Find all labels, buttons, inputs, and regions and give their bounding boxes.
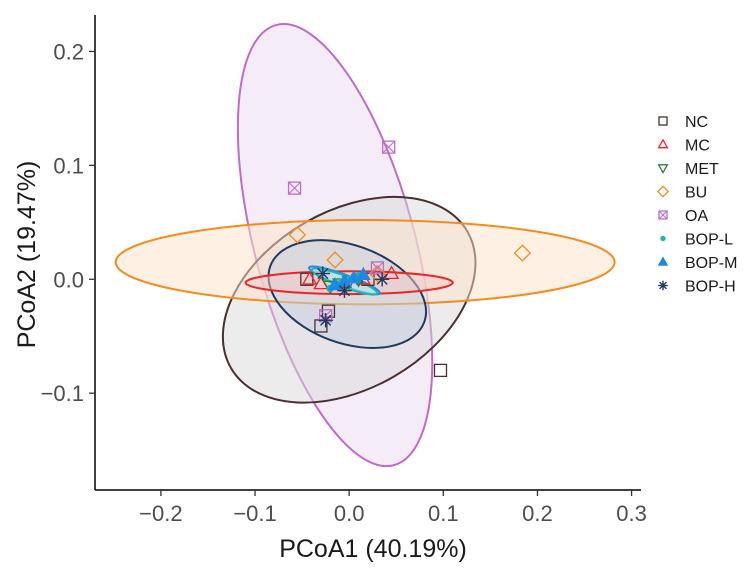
- x-tick-label: 0.0: [334, 501, 365, 526]
- legend-item-bu: BU: [656, 185, 707, 202]
- x-tick-label: −0.2: [139, 501, 182, 526]
- point-bu-1: [326, 251, 344, 269]
- legend-label: MC: [685, 138, 710, 155]
- point-bop-m-3: [355, 266, 371, 281]
- x-tick-label: −0.1: [233, 501, 276, 526]
- legend-item-bop-h: BOP-H: [658, 279, 736, 296]
- y-tick-label: 0.1: [53, 153, 84, 178]
- legend-label: NC: [685, 114, 708, 131]
- x-axis-title: PCoA1 (40.19%): [279, 535, 467, 563]
- legend-item-bop-l: BOP-L: [660, 232, 733, 249]
- legend-marker-bop-l: [660, 235, 666, 242]
- point-mc-1: [383, 265, 400, 280]
- legend-item-mc: MC: [657, 138, 710, 155]
- legend-label: BOP-L: [685, 232, 733, 249]
- legend-label: BOP-M: [685, 255, 737, 272]
- point-nc-2: [433, 363, 448, 378]
- legend-marker-oa: [658, 210, 668, 220]
- sample-points: [287, 140, 532, 378]
- y-tick-label: 0.0: [53, 267, 84, 292]
- legend-label: OA: [685, 208, 708, 225]
- legend-item-nc: NC: [658, 114, 708, 131]
- point-bop-h-0: [315, 266, 331, 281]
- y-axis-title: PCoA2 (19.47%): [13, 161, 41, 349]
- axes: −0.2 −0.1 0.0 0.1 0.2 0.3 −0.1 0.0 0.1 0.2: [41, 15, 647, 526]
- point-bop-h-2: [318, 313, 333, 328]
- confidence-ellipses: [114, 23, 616, 468]
- point-bop-h-3: [337, 283, 352, 298]
- point-bu-2: [513, 244, 532, 262]
- y-tick-label: 0.2: [53, 39, 84, 64]
- legend-marker-bop-m: [657, 256, 669, 266]
- x-tick-label: 0.1: [428, 501, 459, 526]
- legend-item-bop-m: BOP-M: [657, 255, 737, 272]
- legend-label: BU: [685, 185, 707, 202]
- legend: NC MC MET BU OA BOP-L BOP-M BOP-H: [656, 114, 737, 296]
- x-tick-label: 0.2: [522, 501, 553, 526]
- legend-marker-bu: [656, 185, 670, 198]
- point-oa-1: [382, 140, 396, 154]
- legend-marker-bop-h: [658, 280, 668, 291]
- point-bu-0: [288, 226, 307, 244]
- legend-marker-nc: [658, 116, 668, 126]
- point-oa-0: [287, 181, 302, 195]
- point-bu-3: [368, 264, 387, 283]
- legend-item-met: MET: [657, 161, 719, 178]
- legend-marker-met: [657, 164, 669, 174]
- point-bop-h-1: [374, 272, 390, 287]
- legend-label: MET: [685, 161, 719, 178]
- legend-marker-mc: [657, 138, 669, 149]
- x-tick-label: 0.3: [616, 501, 647, 526]
- legend-item-oa: OA: [658, 208, 708, 225]
- y-tick-label: −0.1: [41, 381, 84, 406]
- point-mc-0: [301, 271, 318, 285]
- legend-label: BOP-H: [685, 279, 736, 296]
